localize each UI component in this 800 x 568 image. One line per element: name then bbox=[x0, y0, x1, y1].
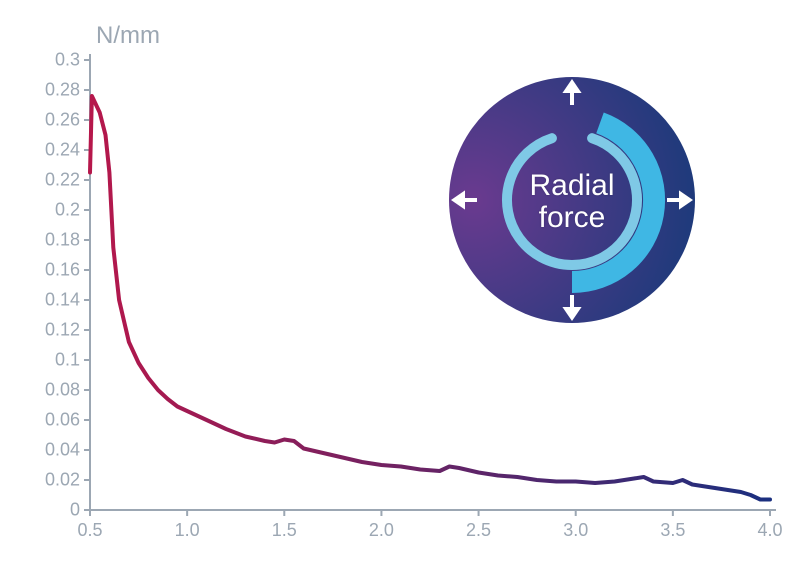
y-tick-label: 0.3 bbox=[32, 50, 80, 71]
y-tick-label: 0.1 bbox=[32, 350, 80, 371]
y-tick-label: 0.22 bbox=[32, 170, 80, 191]
y-tick-label: 0.28 bbox=[32, 80, 80, 101]
chart-svg bbox=[0, 0, 800, 568]
y-tick-label: 0.18 bbox=[32, 230, 80, 251]
x-tick-label: 3.5 bbox=[653, 520, 693, 541]
y-tick-label: 0.16 bbox=[32, 260, 80, 281]
y-tick-label: 0.26 bbox=[32, 110, 80, 131]
y-tick-label: 0.04 bbox=[32, 440, 80, 461]
y-tick-label: 0.24 bbox=[32, 140, 80, 161]
x-tick-label: 2.0 bbox=[361, 520, 401, 541]
y-tick-label: 0.14 bbox=[32, 290, 80, 311]
x-tick-label: 3.0 bbox=[556, 520, 596, 541]
y-tick-label: 0.2 bbox=[32, 200, 80, 221]
badge-label-line2: force bbox=[449, 202, 695, 234]
x-tick-label: 0.5 bbox=[70, 520, 110, 541]
y-tick-label: 0.06 bbox=[32, 410, 80, 431]
x-tick-label: 4.0 bbox=[750, 520, 790, 541]
x-tick-label: 2.5 bbox=[459, 520, 499, 541]
y-tick-label: 0.12 bbox=[32, 320, 80, 341]
x-tick-label: 1.0 bbox=[167, 520, 207, 541]
radial-force-chart: N/mm 00.020.040.060.080.10.120.140.160.1… bbox=[0, 0, 800, 568]
x-tick-label: 1.5 bbox=[264, 520, 304, 541]
badge-label: Radialforce bbox=[449, 170, 695, 233]
badge-label-line1: Radial bbox=[449, 170, 695, 202]
y-tick-label: 0.02 bbox=[32, 470, 80, 491]
y-tick-label: 0 bbox=[32, 500, 80, 521]
y-tick-label: 0.08 bbox=[32, 380, 80, 401]
